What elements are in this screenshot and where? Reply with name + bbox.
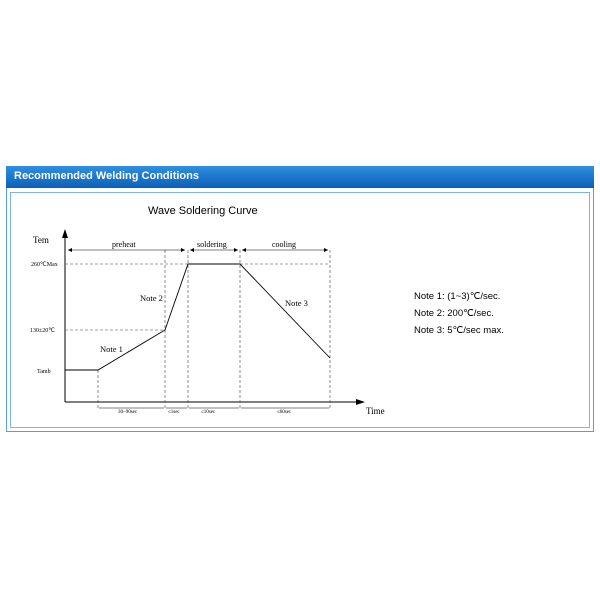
segment-note-1: Note 1 [100, 344, 123, 354]
y-axis-label: Tem [33, 235, 49, 245]
section-title: Recommended Welding Conditions [14, 170, 199, 182]
y-axis-arrow [62, 229, 68, 238]
zone-arrowhead [324, 248, 328, 252]
x-axis-arrow [356, 399, 365, 405]
diagram-frame [10, 192, 590, 428]
y-level-tamb: Tamb [37, 369, 51, 375]
y-level-130: 130±20℃ [30, 328, 55, 334]
zone-label-soldering: soldering [197, 240, 227, 249]
duration-label-3: ≤10sec [201, 410, 216, 415]
zone-arrowhead [234, 248, 238, 252]
note-1: Note 1: (1~3)℃/sec. [414, 291, 501, 302]
zone-arrowhead [181, 248, 185, 252]
x-axis-label: Time [366, 406, 385, 416]
section-header: Recommended Welding Conditions [6, 166, 594, 188]
segment-note-2: Note 2 [140, 293, 163, 303]
zone-label-preheat: preheat [112, 240, 136, 249]
y-level-260: 260℃Max [31, 262, 58, 268]
duration-label-4: ≤60sec [277, 410, 292, 415]
zone-label-cooling: cooling [272, 240, 296, 249]
duration-label-2: ≤1sec [168, 410, 180, 415]
segment-note-3: Note 3 [285, 298, 308, 308]
content-panel [6, 188, 594, 432]
notes-list: Note 1: (1~3)℃/sec. Note 2: 200℃/sec. No… [414, 291, 504, 342]
note-3: Note 3: 5℃/sec max. [414, 325, 504, 336]
temperature-curve [65, 263, 331, 371]
note-2: Note 2: 200℃/sec. [414, 308, 494, 319]
zone-arrowhead [68, 248, 72, 252]
diagram-title: Wave Soldering Curve [148, 205, 258, 217]
zone-arrowhead [242, 248, 246, 252]
zone-arrowhead [190, 248, 194, 252]
duration-label-1: 30~90sec [118, 410, 138, 415]
